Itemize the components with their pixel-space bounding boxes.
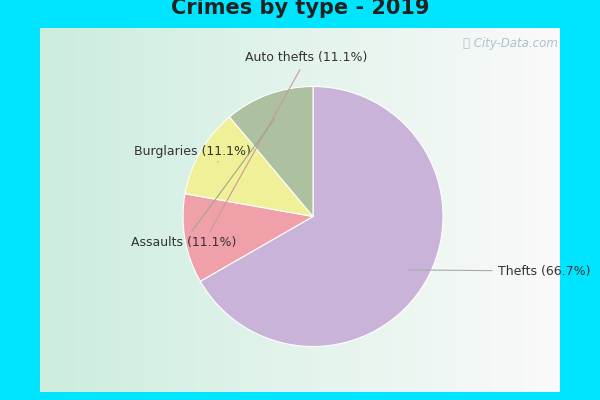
Wedge shape: [183, 194, 313, 281]
Text: Auto thefts (11.1%): Auto thefts (11.1%): [209, 51, 368, 232]
Wedge shape: [230, 86, 313, 216]
Text: ⓘ City-Data.com: ⓘ City-Data.com: [463, 37, 557, 50]
Text: Assaults (11.1%): Assaults (11.1%): [131, 118, 275, 249]
Wedge shape: [200, 86, 443, 346]
Title: Crimes by type - 2019: Crimes by type - 2019: [171, 0, 429, 18]
Text: Thefts (66.7%): Thefts (66.7%): [408, 265, 590, 278]
Text: Burglaries (11.1%): Burglaries (11.1%): [134, 145, 250, 162]
Wedge shape: [185, 117, 313, 216]
